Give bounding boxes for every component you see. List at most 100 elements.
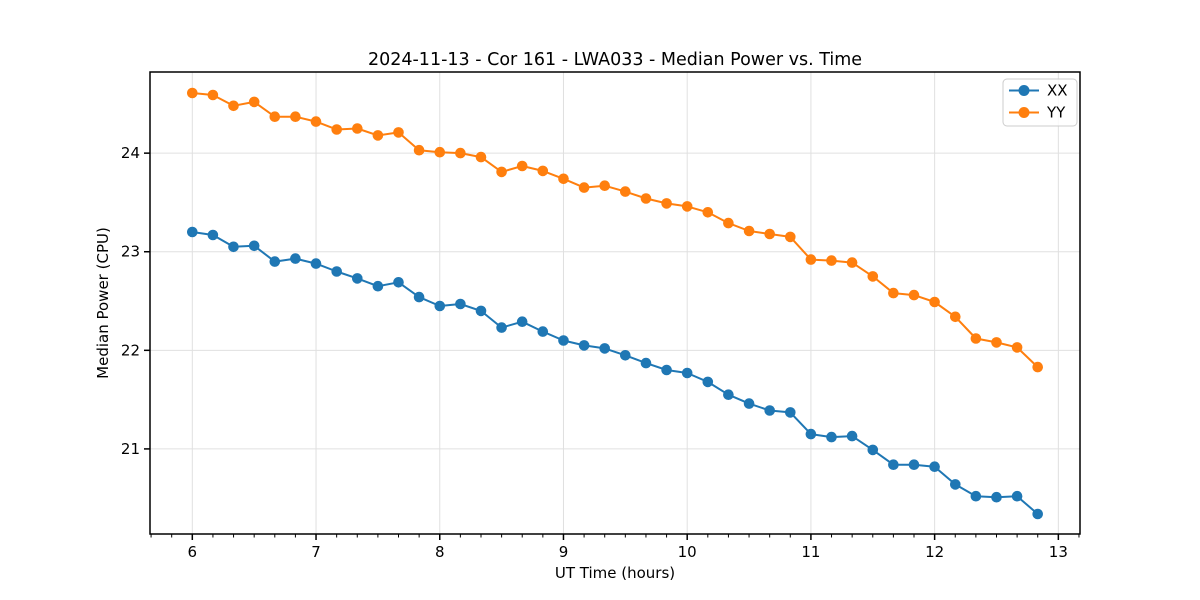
data-point-xx <box>723 389 734 401</box>
data-point-yy <box>413 144 425 156</box>
data-point-yy <box>352 123 363 134</box>
data-point-yy <box>207 89 219 101</box>
data-point-xx <box>888 459 899 471</box>
series-layer <box>187 87 1043 520</box>
y-tick-label: 23 <box>121 243 140 261</box>
data-point-yy <box>723 217 734 229</box>
x-tick-label: 8 <box>435 543 445 561</box>
data-point-xx <box>393 277 404 288</box>
data-point-xx <box>805 428 817 440</box>
data-point-xx <box>537 326 549 337</box>
data-point-xx <box>1032 508 1043 520</box>
y-tick-label: 21 <box>121 440 140 458</box>
x-tick-label: 11 <box>801 543 820 561</box>
legend-marker-xx <box>1018 85 1030 96</box>
data-point-xx <box>702 376 714 388</box>
data-point-yy <box>743 225 755 237</box>
data-point-yy <box>888 287 899 299</box>
x-tick-label: 7 <box>311 543 321 561</box>
x-tick-label: 10 <box>678 543 697 561</box>
data-point-xx <box>558 335 569 346</box>
data-point-xx <box>867 444 879 456</box>
data-point-xx <box>496 322 507 333</box>
data-point-yy <box>867 271 879 282</box>
grid-layer <box>150 72 1080 534</box>
data-point-yy <box>290 111 301 122</box>
data-point-yy <box>1032 361 1043 373</box>
data-point-yy <box>434 146 446 158</box>
data-point-yy <box>929 296 940 308</box>
data-point-xx <box>372 280 384 292</box>
data-point-xx <box>640 357 652 369</box>
series-line-yy <box>192 92 1039 368</box>
data-point-xx <box>661 364 672 376</box>
legend: XX YY <box>1002 78 1078 127</box>
data-point-xx <box>310 258 322 269</box>
data-point-yy <box>785 231 796 243</box>
data-point-xx <box>455 298 466 310</box>
data-point-xx <box>970 490 982 502</box>
data-point-yy <box>681 201 693 212</box>
series-line-xx <box>192 231 1039 515</box>
data-point-xx <box>599 343 610 354</box>
data-point-xx <box>764 405 775 416</box>
data-point-yy <box>1011 342 1023 353</box>
data-point-xx <box>413 291 425 303</box>
x-tick-label: 6 <box>188 543 198 561</box>
data-point-xx <box>352 273 363 284</box>
data-point-yy <box>826 255 837 266</box>
y-axis-label: Median Power (CPU) <box>94 227 112 379</box>
data-point-xx <box>578 340 590 351</box>
data-point-yy <box>496 166 507 178</box>
data-point-yy <box>805 254 817 265</box>
data-point-yy <box>187 87 198 99</box>
data-point-yy <box>475 151 487 163</box>
data-point-yy <box>599 180 610 191</box>
data-point-xx <box>681 367 693 379</box>
data-point-yy <box>908 289 920 301</box>
data-point-yy <box>269 111 281 122</box>
data-point-yy <box>516 160 528 172</box>
data-point-xx <box>269 256 281 267</box>
legend-marker-yy <box>1018 107 1030 118</box>
x-tick-label: 13 <box>1049 543 1068 561</box>
data-point-xx <box>1011 490 1023 502</box>
legend-entry-yy: YY <box>1009 104 1066 122</box>
x-tick-label: 12 <box>925 543 944 561</box>
data-point-xx <box>785 407 796 418</box>
data-point-yy <box>950 311 961 323</box>
data-point-xx <box>434 300 446 312</box>
data-point-xx <box>908 459 920 471</box>
data-point-xx <box>207 229 219 241</box>
data-point-xx <box>187 226 198 238</box>
x-tick-label: 9 <box>559 543 569 561</box>
legend-label-yy: YY <box>1046 104 1066 122</box>
data-point-yy <box>248 96 260 108</box>
data-point-xx <box>743 398 755 409</box>
data-point-yy <box>620 186 631 197</box>
data-point-yy <box>578 182 590 193</box>
data-point-xx <box>228 241 239 253</box>
data-point-xx <box>846 430 858 442</box>
data-point-xx <box>950 479 961 490</box>
data-point-xx <box>929 461 940 473</box>
legend-label-xx: XX <box>1047 82 1068 100</box>
data-point-yy <box>310 116 322 127</box>
data-point-xx <box>991 491 1002 503</box>
y-tick-label: 22 <box>121 341 140 359</box>
data-point-xx <box>620 350 631 361</box>
data-point-yy <box>537 165 549 177</box>
data-point-yy <box>331 124 343 135</box>
data-point-yy <box>455 147 466 159</box>
x-axis-label: UT Time (hours) <box>555 564 675 582</box>
plot-border <box>149 71 1081 535</box>
legend-entry-xx: XX <box>1009 82 1068 100</box>
data-point-yy <box>640 193 652 204</box>
data-point-yy <box>558 173 569 185</box>
tick-layer: 6 7 8 9 10 11 12 13 21 22 23 24 <box>121 144 1080 561</box>
chart-title: 2024-11-13 - Cor 161 - LWA033 - Median P… <box>368 50 862 70</box>
data-point-yy <box>702 207 714 218</box>
data-point-yy <box>970 333 982 344</box>
data-point-xx <box>826 431 837 443</box>
